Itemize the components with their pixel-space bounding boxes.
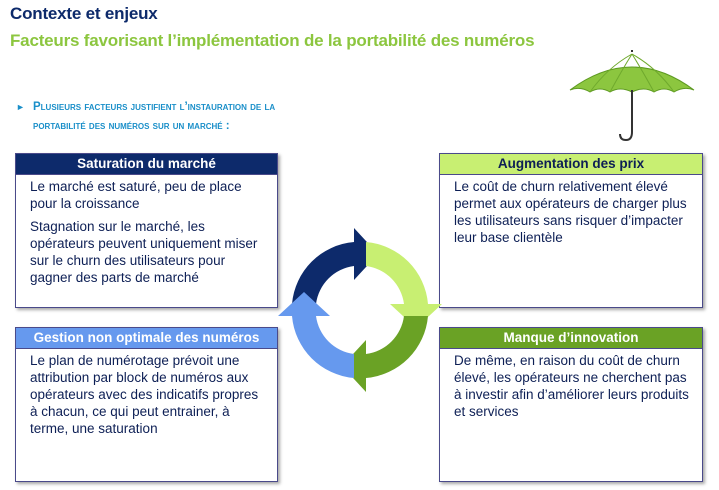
saturation-body: Le marché est saturé, peu de place pour … (16, 175, 277, 286)
innovation-box: Manque d’innovation De même, en raison d… (439, 327, 703, 482)
cycle-arrow-light-blue (278, 292, 354, 378)
page-subtitle: Facteurs favorisant l’implémentation de … (10, 31, 535, 50)
cycle-arrow-green (342, 316, 428, 392)
intro-bullet: ► (16, 102, 25, 112)
prix-body: Le coût de churn relativement élevé perm… (440, 175, 702, 246)
prix-title: Augmentation des prix (440, 154, 702, 175)
innovation-para-1: De même, en raison du coût de churn élev… (454, 353, 689, 419)
gestion-box: Gestion non optimale des numéros Le plan… (15, 327, 278, 482)
umbrella-icon (569, 50, 695, 142)
intro-line-2: portabilité des numéros sur un marché : (33, 120, 230, 132)
gestion-para-1: Le plan de numérotage prévoit une attrib… (30, 353, 259, 436)
prix-box: Augmentation des prix Le coût de churn r… (439, 153, 703, 308)
saturation-para-2: Stagnation sur le marché, les opérateurs… (30, 219, 258, 285)
cycle-arrow-navy (292, 228, 378, 304)
saturation-box: Saturation du marché Le marché est satur… (15, 153, 278, 308)
intro-text: ► Plusieurs facteurs justifient l’instau… (16, 98, 416, 136)
saturation-para-1: Le marché est saturé, peu de place pour … (30, 179, 242, 211)
cycle-arrows-icon (278, 228, 442, 392)
cycle-arrow-light-green (366, 242, 442, 328)
intro-line-1: Plusieurs facteurs justifient l’instaura… (33, 101, 276, 113)
page-title: Contexte et enjeux (10, 4, 158, 23)
innovation-title: Manque d’innovation (440, 328, 702, 349)
prix-para-1: Le coût de churn relativement élevé perm… (454, 179, 687, 245)
saturation-title: Saturation du marché (16, 154, 277, 175)
gestion-title: Gestion non optimale des numéros (16, 328, 277, 349)
gestion-body: Le plan de numérotage prévoit une attrib… (16, 349, 277, 437)
innovation-body: De même, en raison du coût de churn élev… (440, 349, 702, 420)
